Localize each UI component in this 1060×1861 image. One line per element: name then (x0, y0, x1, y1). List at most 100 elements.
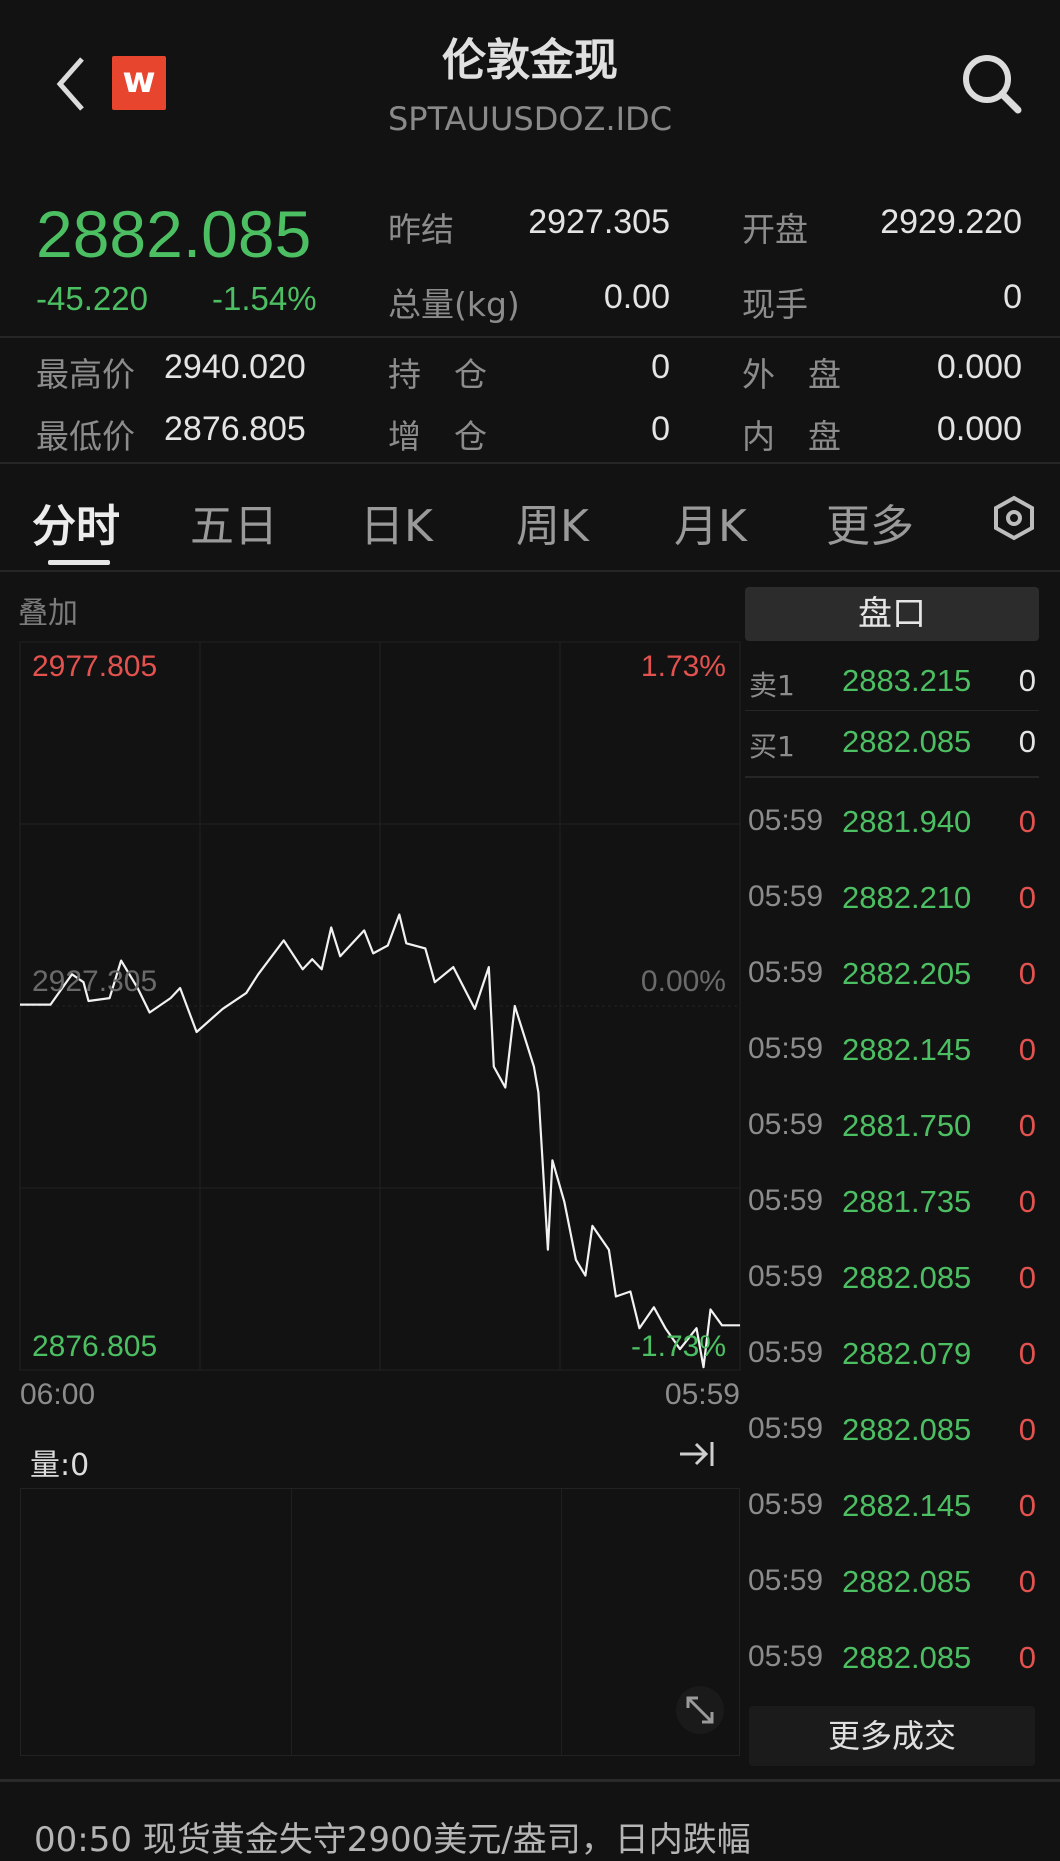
trade-time: 05:59 (748, 1032, 824, 1065)
trade-price: 2882.145 (842, 1032, 972, 1067)
trade-price: 2882.205 (842, 956, 972, 991)
trade-volume: 0 (1018, 956, 1036, 991)
search-icon (963, 55, 1022, 114)
volume-label: 量:0 (30, 1448, 90, 1483)
more-trades-button[interactable]: 更多成交 (749, 1706, 1035, 1766)
ask-price: 2883.215 (842, 663, 972, 698)
trade-volume: 0 (1018, 1488, 1036, 1523)
bid-price: 2882.085 (842, 724, 972, 759)
active-tab-indicator (48, 560, 110, 565)
stat-label: 最高价 (36, 355, 135, 394)
trade-volume: 0 (1018, 1336, 1036, 1371)
grid-line (291, 1489, 292, 1755)
divider (0, 1779, 1060, 1782)
trade-time: 05:59 (748, 1108, 824, 1141)
trade-volume: 0 (1018, 1184, 1036, 1219)
jump-to-latest-button[interactable] (672, 1432, 722, 1476)
overlay-button[interactable]: 叠加 (18, 596, 78, 631)
stat-value: 0.000 (936, 348, 1022, 386)
trade-price: 2882.145 (842, 1488, 972, 1523)
trade-volume: 0 (1018, 804, 1036, 839)
trade-time: 05:59 (748, 1488, 824, 1521)
trade-volume: 0 (1018, 1412, 1036, 1447)
price-line (20, 913, 740, 1369)
stat-label: 昨结 (388, 210, 454, 249)
tab-intraday[interactable]: 分时 (32, 501, 120, 552)
stat-label: 现手 (742, 285, 808, 324)
stat-value: 2876.805 (164, 410, 306, 448)
ask-volume: 0 (1018, 663, 1036, 698)
tab-five-day[interactable]: 五日 (190, 501, 278, 552)
tab-weekly-k[interactable]: 周K (516, 501, 589, 552)
stat-value: 0.000 (936, 410, 1022, 448)
trade-volume: 0 (1018, 1032, 1036, 1067)
trade-price: 2881.750 (842, 1108, 972, 1143)
stat-value: 0 (651, 348, 670, 386)
trade-price: 2882.085 (842, 1412, 972, 1447)
trade-price: 2882.210 (842, 880, 972, 915)
trade-time: 05:59 (748, 1260, 824, 1293)
stat-value: 2940.020 (164, 348, 306, 386)
trade-volume: 0 (1018, 1640, 1036, 1675)
trade-time: 05:59 (748, 1412, 824, 1445)
stat-label: 开盘 (742, 210, 808, 249)
tab-monthly-k[interactable]: 月K (674, 501, 747, 552)
divider (0, 462, 1060, 464)
stat-value: 0.00 (603, 278, 670, 316)
page-title: 伦敦金现 (442, 35, 618, 86)
logo-letter: w (122, 60, 156, 101)
trade-time: 05:59 (748, 1336, 824, 1369)
trade-volume: 0 (1018, 1108, 1036, 1143)
trade-price: 2882.085 (842, 1260, 972, 1295)
trade-time: 05:59 (748, 1564, 824, 1597)
price-change: -45.220 (36, 280, 148, 317)
stat-value: 2927.305 (528, 203, 670, 241)
stat-value: 2929.220 (880, 203, 1022, 241)
back-button[interactable] (48, 55, 94, 113)
stat-label: 总量(kg) (388, 285, 520, 324)
stat-value: 0 (1003, 278, 1022, 316)
news-ticker[interactable]: 00:50 现货黄金失守2900美元/盎司，日内跌幅 (34, 1820, 751, 1860)
intraday-price-chart (19, 641, 741, 1371)
stat-label: 持 仓 (388, 355, 487, 394)
trade-time: 05:59 (748, 880, 824, 913)
trade-price: 2881.940 (842, 804, 972, 839)
trade-volume: 0 (1018, 880, 1036, 915)
grid-line (561, 1489, 562, 1755)
divider (745, 776, 1039, 778)
trade-time: 05:59 (748, 1640, 824, 1673)
trade-price: 2882.085 (842, 1564, 972, 1599)
y-mid-label: 2927.305 (32, 965, 158, 998)
stat-label: 外 盘 (742, 355, 841, 394)
trade-volume: 0 (1018, 1260, 1036, 1295)
fullscreen-button[interactable] (676, 1686, 724, 1734)
chevron-left-icon (56, 57, 84, 111)
tab-daily-k[interactable]: 日K (360, 501, 433, 552)
trade-price: 2882.079 (842, 1336, 972, 1371)
orderbook-tab-button[interactable]: 盘口 (745, 587, 1039, 641)
trade-time: 05:59 (748, 956, 824, 989)
divider (745, 710, 1039, 711)
tab-more[interactable]: 更多 (826, 501, 914, 552)
settings-icon (994, 495, 1034, 541)
stat-label: 内 盘 (742, 417, 841, 456)
divider (0, 336, 1060, 338)
search-button[interactable] (960, 52, 1024, 116)
divider (0, 570, 1060, 572)
app-logo: w (112, 56, 166, 110)
trade-time: 05:59 (748, 804, 824, 837)
trade-time: 05:59 (748, 1184, 824, 1217)
trade-price: 2881.735 (842, 1184, 972, 1219)
trade-volume: 0 (1018, 1564, 1036, 1599)
x-start-label: 06:00 (20, 1378, 96, 1411)
pct-min-label: -1.73% (630, 1330, 726, 1363)
volume-chart (20, 1488, 740, 1756)
chart-settings-button[interactable] (992, 494, 1036, 542)
x-end-label: 05:59 (664, 1378, 740, 1411)
y-max-label: 2977.805 (32, 650, 158, 683)
stat-label: 最低价 (36, 417, 135, 456)
symbol-code: SPTAUUSDOZ.IDC (387, 100, 673, 138)
bid-volume: 0 (1018, 724, 1036, 759)
ask-label: 卖1 (749, 669, 795, 702)
stat-value: 0 (651, 410, 670, 448)
